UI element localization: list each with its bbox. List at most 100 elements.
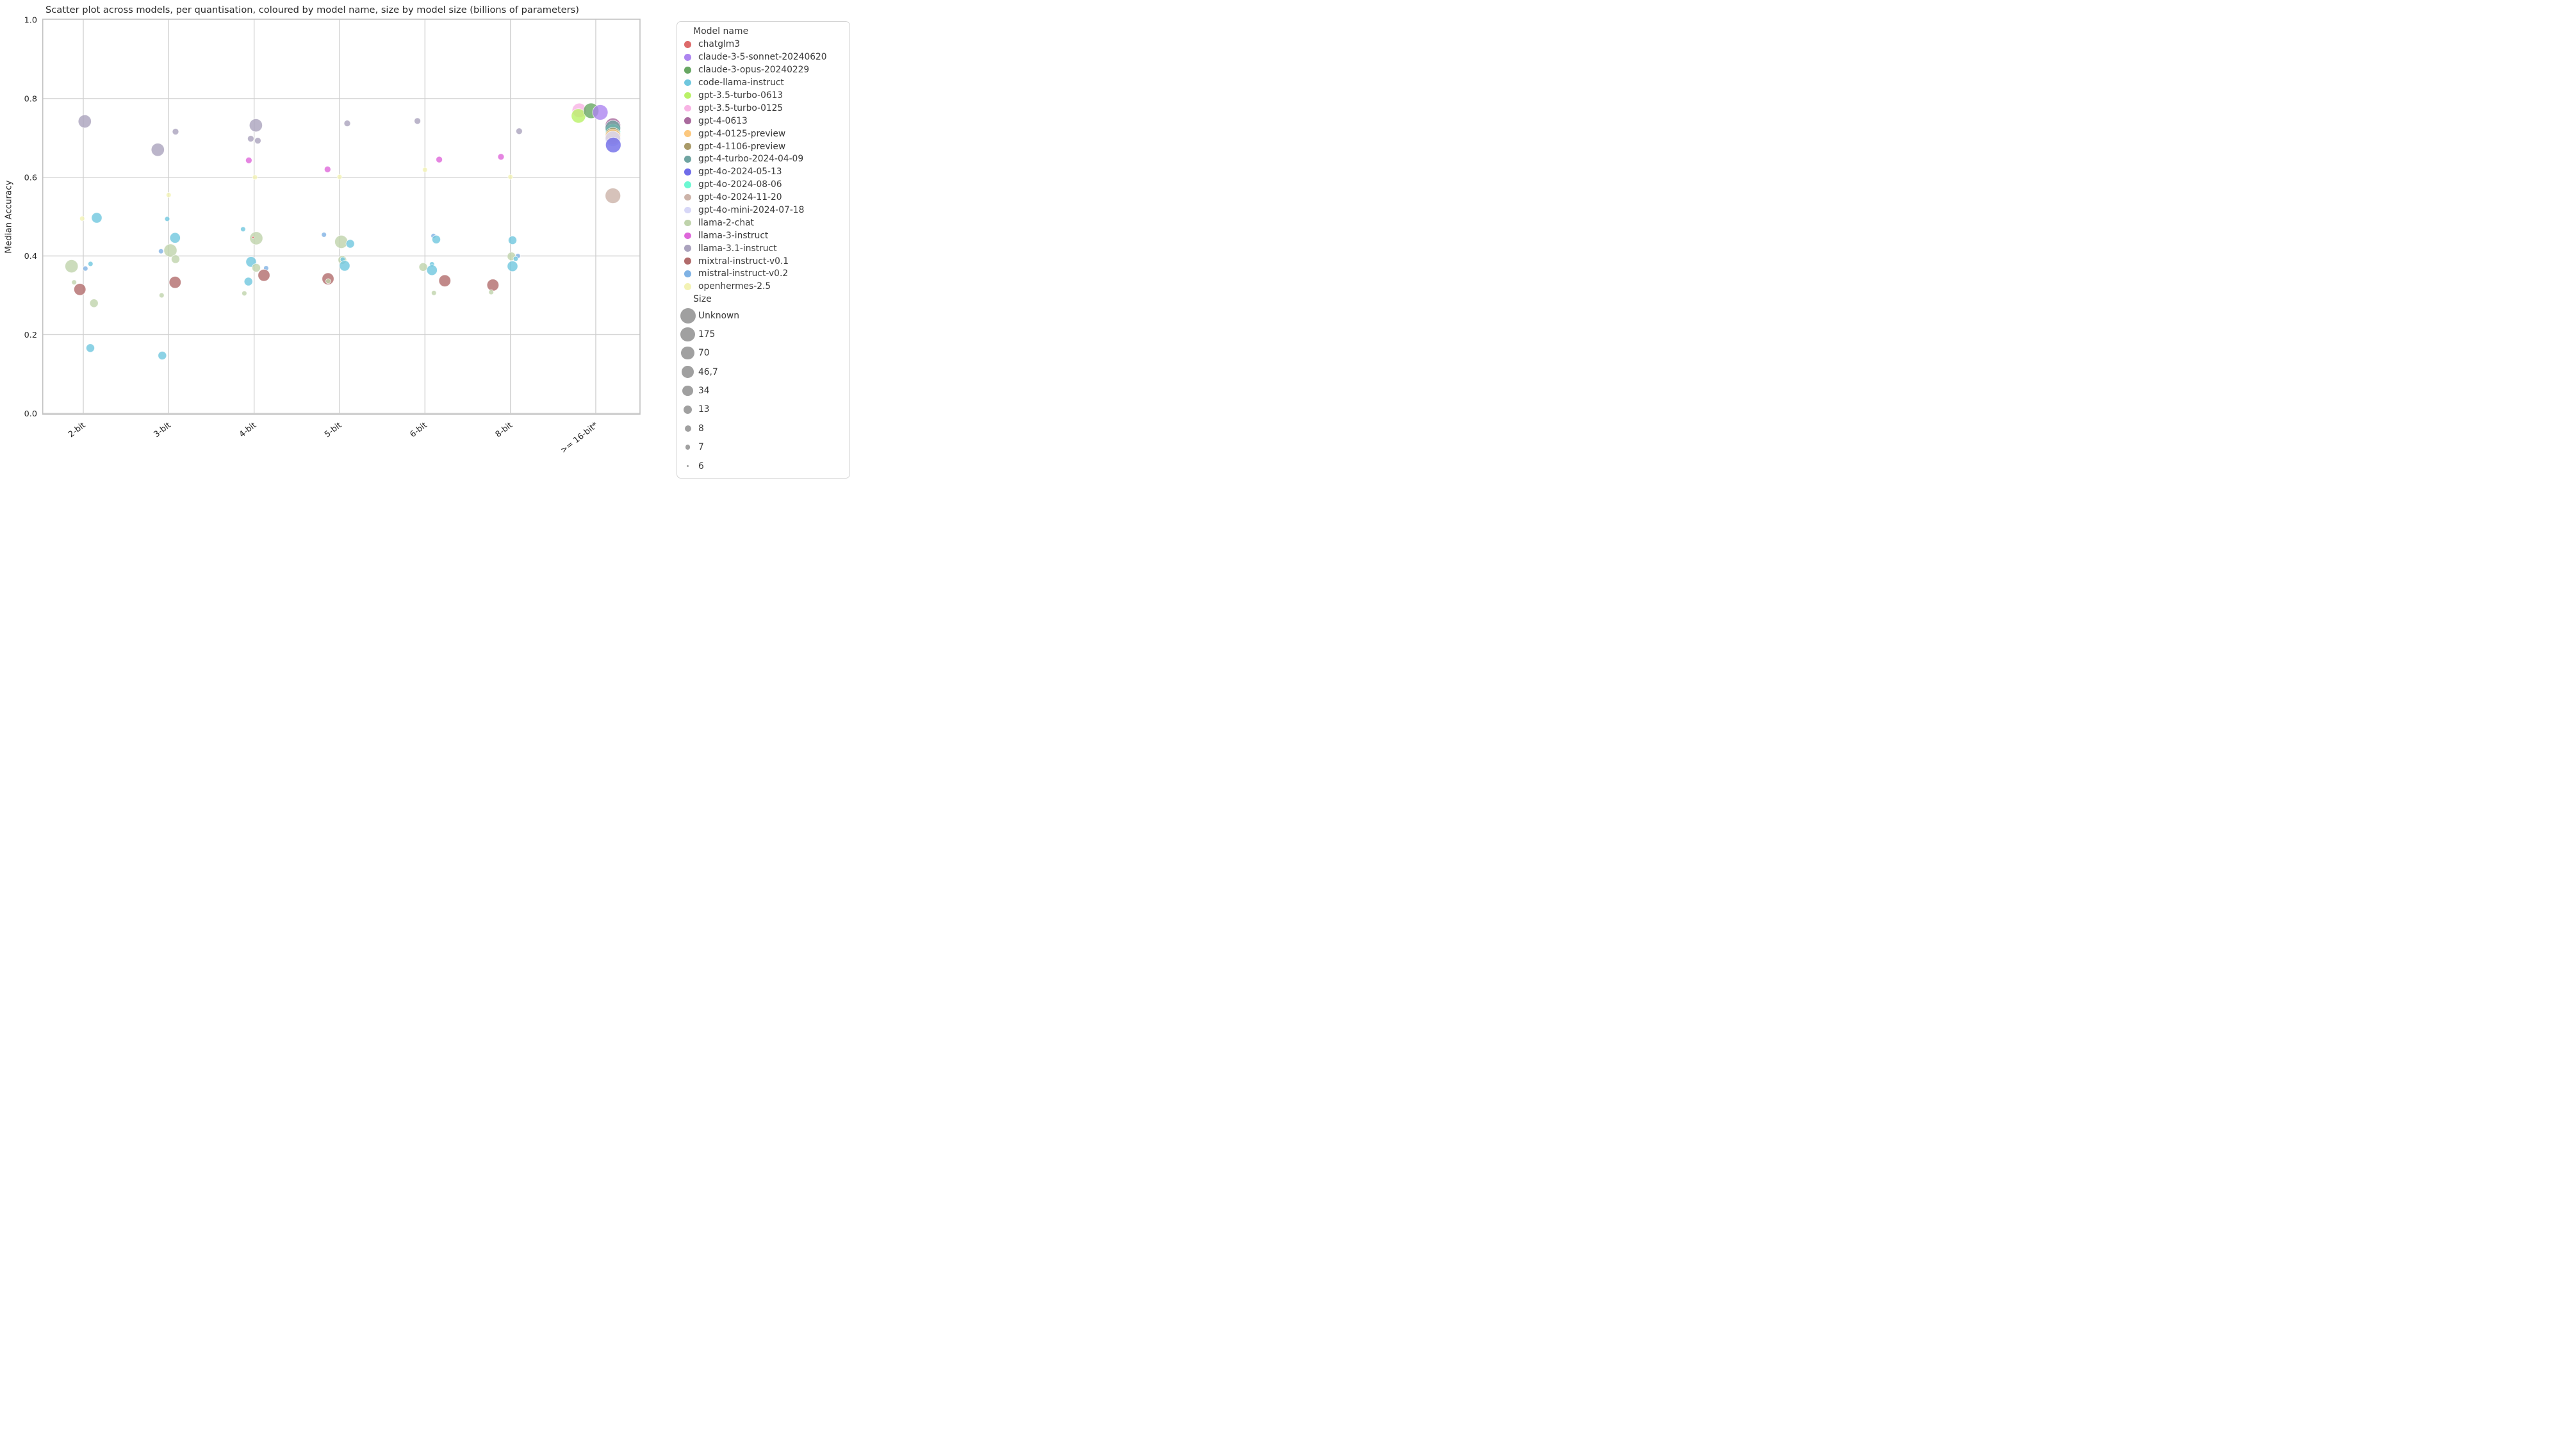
legend-size-label: 8 <box>698 423 704 434</box>
scatter-point <box>73 283 86 296</box>
scatter-point <box>164 216 170 222</box>
legend-model-item: code-llama-instruct <box>677 76 849 89</box>
legend-size-item: 46,7 <box>677 363 849 381</box>
legend-color-dot-icon <box>684 270 691 277</box>
legend-model-label: gpt-4o-2024-08-06 <box>698 179 782 190</box>
y-tick-label: 0.6 <box>24 173 37 183</box>
legend-size-dot-icon <box>685 445 691 450</box>
scatter-point <box>507 174 514 180</box>
legend-size-header: Size <box>693 294 712 305</box>
legend-size-item: Unknown <box>677 306 849 325</box>
y-tick-label: 0.8 <box>24 94 37 104</box>
scatter-point <box>345 239 355 249</box>
y-tick-label: 0.4 <box>24 252 37 261</box>
legend-size-label: Unknown <box>698 310 740 321</box>
legend-model-label: llama-3.1-instruct <box>698 243 777 254</box>
legend-model-item: gpt-4o-2024-05-13 <box>677 165 849 178</box>
legend-color-dot-icon <box>684 41 691 48</box>
legend-color-dot-icon <box>684 245 691 252</box>
scatter-point <box>163 243 177 258</box>
scatter-point <box>343 120 351 127</box>
scatter-point <box>249 231 263 245</box>
legend-size-item: 34 <box>677 381 849 400</box>
scatter-point <box>488 289 495 295</box>
legend-size-dot-icon <box>681 347 694 360</box>
scatter-point <box>418 262 428 272</box>
legend-size-dot-icon <box>686 464 689 468</box>
legend-model-label: mixtral-instruct-v0.1 <box>698 256 789 266</box>
legend-model-label: mistral-instruct-v0.2 <box>698 268 789 279</box>
scatter-point <box>240 226 246 233</box>
legend-model-item: openhermes-2.5 <box>677 280 849 293</box>
scatter-point <box>172 128 179 135</box>
plot-svg: 0.0 0.2 0.4 0.6 0.8 1.0 2-bit 3-bit 4-bit 5-bit 6-… <box>24 16 641 455</box>
legend-size-item: 7 <box>677 438 849 457</box>
scatter-point <box>422 167 428 173</box>
legend-size-item: 175 <box>677 325 849 343</box>
scatter-point <box>251 263 261 273</box>
legend-color-dot-icon <box>684 156 691 163</box>
scatter-point <box>89 299 99 308</box>
legend-color-dot-icon <box>684 79 691 86</box>
scatter-point <box>431 290 437 296</box>
scatter-point <box>507 260 518 272</box>
legend-color-dot-icon <box>684 143 691 150</box>
x-tick-label: 2-bit <box>67 420 87 439</box>
legend-size-dot-icon <box>682 366 694 378</box>
legend-model-label: gpt-4-1106-preview <box>698 141 786 152</box>
scatter-point <box>414 117 422 125</box>
legend-model-item: claude-3-opus-20240229 <box>677 63 849 76</box>
legend-model-label: openhermes-2.5 <box>698 281 771 292</box>
legend-color-dot-icon <box>684 193 691 201</box>
legend-size-label: 13 <box>698 404 710 415</box>
legend-model-item: gpt-4o-2024-11-20 <box>677 191 849 204</box>
scatter-point <box>158 248 164 254</box>
legend-size-label: 6 <box>698 461 704 471</box>
legend-model-label: gpt-3.5-turbo-0125 <box>698 102 783 113</box>
legend-model-item: chatglm3 <box>677 38 849 51</box>
legend-model-item: mixtral-instruct-v0.1 <box>677 255 849 268</box>
legend-model-label: gpt-4-0613 <box>698 115 748 126</box>
legend-color-dot-icon <box>684 168 691 176</box>
x-tick-label: >= 16-bit* <box>559 420 600 455</box>
scatter-point <box>431 234 441 244</box>
scatter-point <box>336 174 343 180</box>
x-tick-label: 3-bit <box>152 420 172 439</box>
scatter-point <box>242 290 247 297</box>
scatter-chart: Scatter plot across models, per quantisa… <box>0 0 859 484</box>
scatter-point <box>605 188 621 204</box>
scatter-point <box>426 265 438 276</box>
legend-model-item: gpt-3.5-turbo-0613 <box>677 89 849 102</box>
y-tick-label: 0.2 <box>24 331 37 340</box>
legend-model-label: claude-3-5-sonnet-20240620 <box>698 52 827 63</box>
scatter-point <box>497 153 505 161</box>
scatter-point <box>321 232 327 238</box>
legend-model-item: llama-3-instruct <box>677 229 849 242</box>
legend-color-dot-icon <box>684 66 691 74</box>
scatter-point <box>252 174 258 181</box>
legend-color-dot-icon <box>684 206 691 214</box>
legend-size-item: 70 <box>677 344 849 363</box>
x-tick-label: 6-bit <box>408 420 429 439</box>
legend-size-dot-icon <box>683 405 693 414</box>
legend-size-dot-icon <box>680 307 696 324</box>
legend-model-label: code-llama-instruct <box>698 78 784 88</box>
scatter-point <box>324 165 331 173</box>
legend-color-dot-icon <box>684 130 691 137</box>
legend-size-label: 34 <box>698 386 710 397</box>
legend-model-item: gpt-3.5-turbo-0125 <box>677 102 849 115</box>
legend-color-dot-icon <box>684 104 691 112</box>
scatter-point <box>339 260 350 272</box>
scatter-point <box>245 156 252 164</box>
legend-color-dot-icon <box>684 283 691 290</box>
scatter-point <box>71 279 78 286</box>
legend-size-dot-icon <box>682 385 693 397</box>
legend-size-item: 8 <box>677 419 849 438</box>
legend-color-dot-icon <box>684 258 691 265</box>
legend-model-label: llama-2-chat <box>698 217 754 228</box>
scatter-point <box>243 277 253 286</box>
scatter-point <box>158 350 167 361</box>
scatter-point <box>158 292 165 299</box>
legend-model-item: llama-3.1-instruct <box>677 242 849 255</box>
scatter-point <box>325 278 331 284</box>
